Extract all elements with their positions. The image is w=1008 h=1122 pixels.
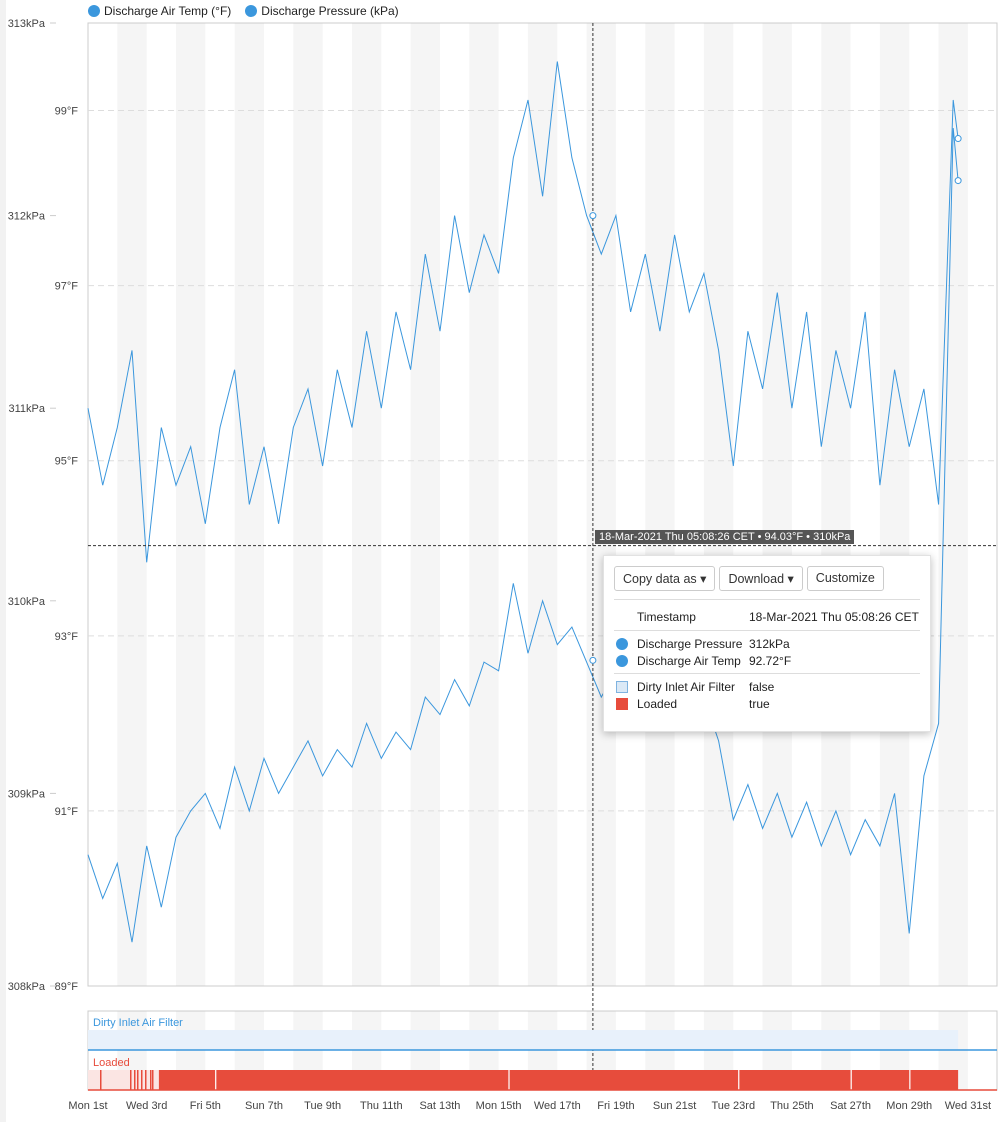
state-bar-loaded-true xyxy=(130,1070,132,1090)
crosshair-label: 18-Mar-2021 Thu 05:08:26 CET • 94.03°F •… xyxy=(595,530,855,544)
series-end-marker xyxy=(954,135,962,143)
state-bar-loaded-true xyxy=(100,1070,102,1090)
y-tick-f: 99°F xyxy=(55,106,79,118)
state-track-label: Loaded xyxy=(93,1057,130,1069)
day-band xyxy=(645,23,675,986)
x-tick-label: Thu 25th xyxy=(770,1100,813,1112)
tooltip-row-label: Dirty Inlet Air Filter xyxy=(637,679,736,694)
day-band xyxy=(351,23,382,986)
series-end-marker xyxy=(954,177,962,185)
state-bar-loaded-true xyxy=(134,1070,136,1090)
day-band xyxy=(293,23,323,986)
state-bar-loaded-true xyxy=(910,1070,959,1090)
hover-marker xyxy=(589,656,597,664)
series-dot-icon xyxy=(88,5,100,17)
day-band xyxy=(821,23,851,986)
x-tick-label: Sat 27th xyxy=(830,1100,871,1112)
download-button[interactable]: Download ▾ xyxy=(719,566,803,591)
legend-label: Discharge Pressure (kPa) xyxy=(261,4,399,18)
y-tick-kpa: 309kPa xyxy=(8,788,46,800)
day-band xyxy=(703,23,734,986)
state-bar-loaded-true xyxy=(509,1070,739,1090)
state-track-label: Dirty Inlet Air Filter xyxy=(93,1017,183,1029)
y-tick-f: 95°F xyxy=(55,456,79,468)
x-tick-label: Sun 7th xyxy=(245,1100,283,1112)
x-tick-label: Mon 15th xyxy=(476,1100,522,1112)
tooltip-row-value: false xyxy=(749,679,775,694)
x-tick-label: Wed 3rd xyxy=(126,1100,167,1112)
legend: Discharge Air Temp (°F) Discharge Pressu… xyxy=(88,4,399,18)
state-bar-loaded-false xyxy=(88,1070,159,1090)
legend-item-air-temp[interactable]: Discharge Air Temp (°F) xyxy=(88,4,231,18)
x-tick-label: Tue 23rd xyxy=(711,1100,755,1112)
tooltip-row-label: Loaded xyxy=(637,696,678,711)
caret-down-icon: ▾ xyxy=(787,572,794,586)
series-line-air-temp xyxy=(87,128,959,943)
state-bar-loaded-true xyxy=(158,1070,216,1090)
series-dot-icon xyxy=(616,637,628,650)
tooltip-row-label: Discharge Pressure xyxy=(637,636,743,651)
customize-button[interactable]: Customize xyxy=(806,566,884,591)
day-band xyxy=(762,23,792,986)
state-bar-loaded-true xyxy=(145,1070,147,1090)
timestamp-value: 18-Mar-2021 Thu 05:08:26 CET xyxy=(749,610,919,624)
state-swatch-icon xyxy=(616,697,628,710)
series-dot-icon xyxy=(616,654,628,667)
x-tick-label: Sun 21st xyxy=(653,1100,696,1112)
series-dot-icon xyxy=(245,5,258,17)
x-tick-label: Wed 17th xyxy=(534,1100,581,1112)
tooltip-row-value: 312kPa xyxy=(749,636,790,651)
day-band xyxy=(586,23,616,986)
x-tick-label: Mon 1st xyxy=(68,1100,107,1112)
copy-data-label: Copy data as xyxy=(623,572,697,586)
y-tick-kpa: 313kPa xyxy=(8,18,46,30)
day-band xyxy=(117,23,147,986)
y-tick-f: 93°F xyxy=(55,631,79,643)
day-band xyxy=(175,23,206,986)
legend-item-pressure[interactable]: Discharge Pressure (kPa) xyxy=(245,4,399,18)
day-band xyxy=(469,23,499,986)
y-tick-kpa: 312kPa xyxy=(8,211,46,223)
x-tick-label: Fri 5th xyxy=(190,1100,221,1112)
y-tick-f: 97°F xyxy=(55,281,79,293)
legend-label: Discharge Air Temp (°F) xyxy=(104,4,232,18)
left-edge xyxy=(0,0,6,1122)
state-bar-loaded-true xyxy=(851,1070,910,1090)
state-bar-loaded-true xyxy=(216,1070,509,1090)
state-bar-loaded-true xyxy=(141,1070,143,1090)
series-line-pressure xyxy=(87,61,959,563)
x-tick-label: Mon 29th xyxy=(886,1100,932,1112)
copy-data-button[interactable]: Copy data as ▾ xyxy=(614,566,716,591)
day-band xyxy=(938,23,968,986)
tooltip-row-value: 92.72°F xyxy=(749,653,792,668)
x-tick-label: Sat 13th xyxy=(419,1100,460,1112)
tooltip: Copy data as ▾ Download ▾ Customize Time… xyxy=(603,555,931,732)
hover-marker xyxy=(589,212,597,220)
y-tick-f: 89°F xyxy=(55,981,79,993)
tooltip-row-label: Discharge Air Temp xyxy=(637,653,741,668)
state-bar-dirty-filter xyxy=(88,1030,959,1050)
y-tick-kpa: 311kPa xyxy=(9,403,46,415)
y-tick-kpa: 310kPa xyxy=(8,596,46,608)
state-swatch-icon xyxy=(616,680,628,693)
day-band xyxy=(527,23,558,986)
download-label: Download xyxy=(728,572,785,586)
tooltip-row-value: true xyxy=(749,696,770,711)
state-bar-loaded-true xyxy=(137,1070,139,1090)
x-tick-label: Wed 31st xyxy=(945,1100,991,1112)
timestamp-label: Timestamp xyxy=(637,610,696,624)
state-bar-loaded-true xyxy=(150,1070,152,1090)
x-tick-label: Tue 9th xyxy=(304,1100,341,1112)
state-bar-loaded-true xyxy=(739,1070,851,1090)
caret-down-icon: ▾ xyxy=(700,572,707,586)
y-tick-f: 91°F xyxy=(55,806,79,818)
x-tick-label: Thu 11th xyxy=(360,1100,403,1112)
plot-frame xyxy=(87,22,998,987)
x-tick-label: Fri 19th xyxy=(597,1100,634,1112)
day-band xyxy=(410,23,440,986)
y-tick-kpa: 308kPa xyxy=(8,981,46,993)
state-bar-loaded-true xyxy=(152,1070,154,1090)
day-band xyxy=(879,23,910,986)
